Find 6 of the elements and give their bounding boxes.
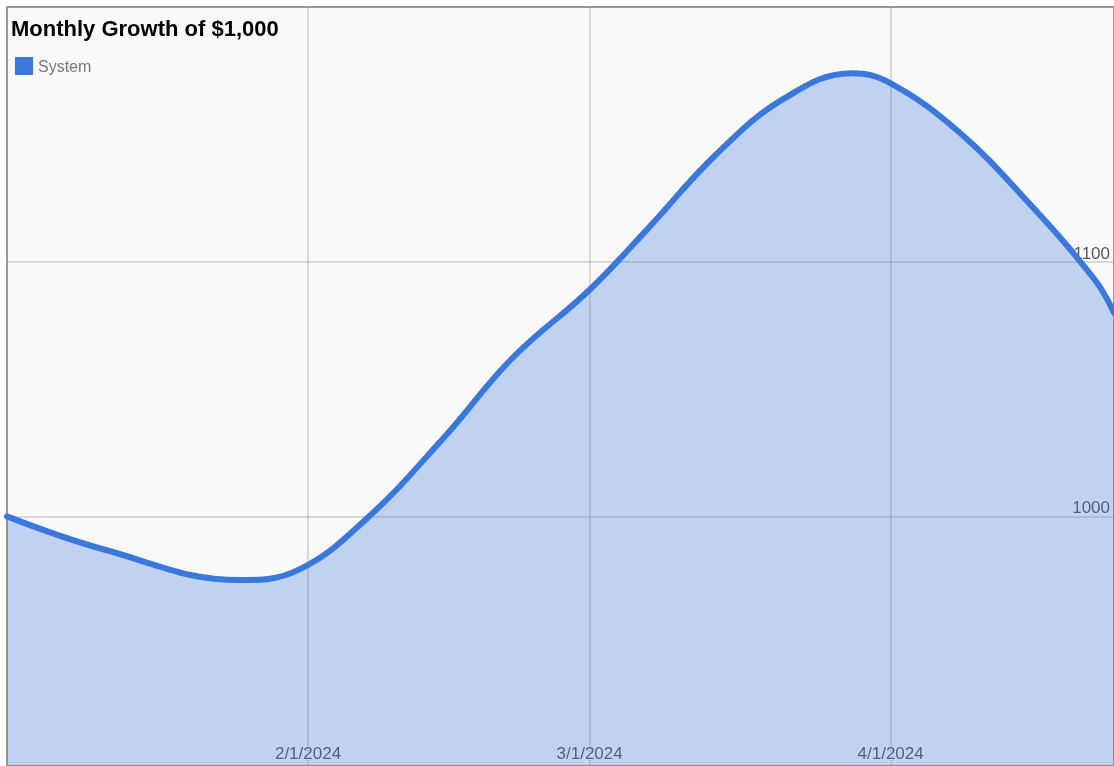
legend-label: System [38,57,92,75]
chart-title: Monthly Growth of $1,000 [11,15,279,41]
x-tick-label: 3/1/2024 [556,744,623,763]
y-tick-label: 1000 [1072,498,1110,518]
x-tick-label: 4/1/2024 [857,744,924,763]
x-tick-label: 2/1/2024 [274,744,342,763]
